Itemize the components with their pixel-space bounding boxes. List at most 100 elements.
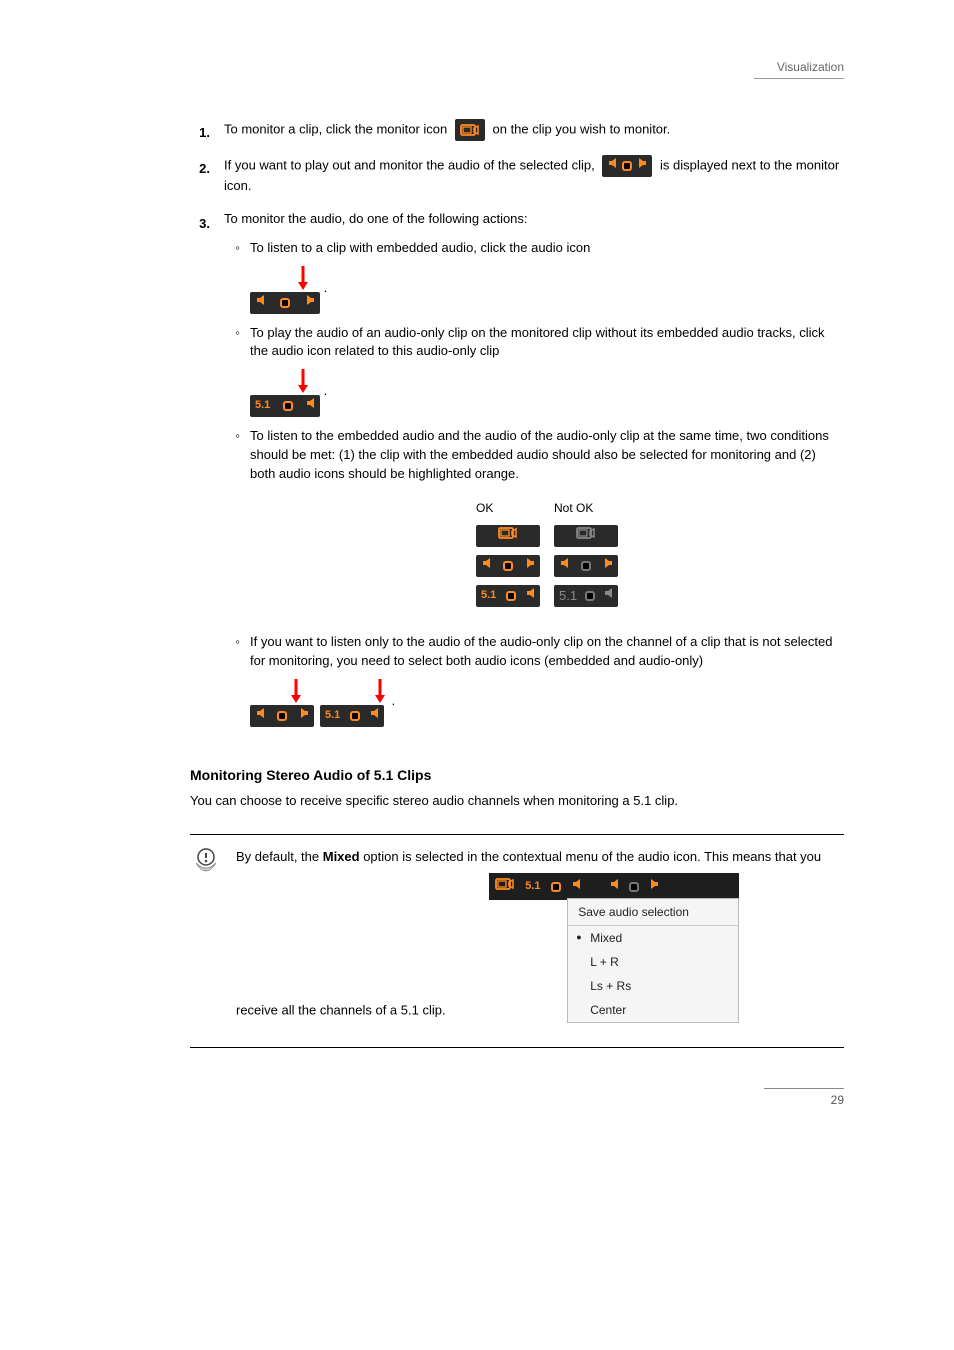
monitor-icon xyxy=(460,122,480,138)
step-3d-body: If you want to listen only to the audio … xyxy=(250,633,844,727)
context-menu-item-lr[interactable]: L + R xyxy=(568,950,738,974)
dot-icon xyxy=(503,561,513,571)
label-51: 5.1 xyxy=(255,398,270,414)
speaker-right-icon xyxy=(603,555,613,577)
step-3b-text-b: . xyxy=(324,383,328,398)
note-text-a: By default, the xyxy=(236,849,323,864)
step-3c-body: To listen to the embedded audio and the … xyxy=(250,427,844,623)
dot-icon xyxy=(551,882,561,892)
step-2-number: 2. xyxy=(190,155,210,176)
dot-icon xyxy=(585,591,595,601)
dot-icon xyxy=(277,711,287,721)
step-3d-text-b: . xyxy=(392,693,396,708)
step-3a-text-a: To listen to a clip with embedded audio,… xyxy=(250,240,590,255)
speaker-left-icon xyxy=(255,705,265,727)
speaker-left-icon xyxy=(255,292,265,314)
context-menu[interactable]: Save audio selection Mixed L + R Ls + Rs… xyxy=(567,898,739,1023)
audio-widget-3a xyxy=(250,292,320,314)
speaker-right-icon xyxy=(305,395,315,417)
label-51: 5.1 xyxy=(325,708,340,724)
panel-notok-monitor xyxy=(554,525,618,547)
speaker-left-icon xyxy=(607,155,617,176)
panel-notok-audio-embedded xyxy=(554,555,618,577)
red-arrow-icon xyxy=(288,677,304,705)
dot-icon xyxy=(629,882,639,892)
step-3-body: To monitor the audio, do one of the foll… xyxy=(224,210,844,737)
step-3c-text: To listen to the embedded audio and the … xyxy=(250,428,829,481)
dot-icon xyxy=(280,298,290,308)
section-para: You can choose to receive specific stere… xyxy=(190,791,844,811)
panel-ok-audio-51: 5.1 xyxy=(476,585,540,607)
note-text: By default, the Mixed option is selected… xyxy=(236,847,844,1033)
speaker-right-icon xyxy=(369,705,379,727)
context-menu-item-lsrs[interactable]: Ls + Rs xyxy=(568,974,738,998)
panel-ok-label: OK xyxy=(476,500,540,517)
speaker-right-icon xyxy=(299,705,309,727)
monitor-icon xyxy=(495,876,515,898)
section-heading: Monitoring Stereo Audio of 5.1 Clips xyxy=(190,767,844,783)
step-3d-text-a: If you want to listen only to the audio … xyxy=(250,634,832,668)
audio-widget-51-3d: 5.1 xyxy=(320,705,384,727)
speaker-left-icon xyxy=(481,555,491,577)
dot-icon xyxy=(581,561,591,571)
dot-icon xyxy=(506,591,516,601)
header-section-label: Visualization xyxy=(754,60,844,79)
step-3a-diagram xyxy=(250,264,320,314)
monitor-icon xyxy=(576,525,596,547)
ok-notok-panels: OK 5.1 xyxy=(250,500,844,607)
panel-ok-audio-embedded xyxy=(476,555,540,577)
speaker-right-icon xyxy=(525,555,535,577)
label-51: 5.1 xyxy=(481,588,496,604)
context-menu-item-mixed[interactable]: Mixed xyxy=(568,926,738,950)
dot-icon xyxy=(622,161,632,171)
step-3b: ◦ To play the audio of an audio-only cli… xyxy=(224,324,844,418)
speaker-right-icon xyxy=(305,292,315,314)
step-3b-body: To play the audio of an audio-only clip … xyxy=(250,324,844,418)
context-menu-bar: 5.1 xyxy=(489,873,739,901)
page: Visualization 1. To monitor a clip, clic… xyxy=(0,0,954,1147)
step-3d-diagram: 5.1 xyxy=(250,677,384,727)
dot-icon xyxy=(283,401,293,411)
step-3d: ◦ If you want to listen only to the audi… xyxy=(224,633,844,727)
step-3c-bullet: ◦ xyxy=(224,427,240,446)
panel-notok-label: Not OK xyxy=(554,500,618,517)
step-3b-bullet: ◦ xyxy=(224,324,240,343)
step-1-number: 1. xyxy=(190,119,210,140)
step-3a-text-b: . xyxy=(324,280,328,295)
step-3c: ◦ To listen to the embedded audio and th… xyxy=(224,427,844,623)
panel-ok: OK 5.1 xyxy=(476,500,540,607)
speaker-left-icon xyxy=(559,555,569,577)
audio-widget-embedded xyxy=(602,155,652,177)
note-box: By default, the Mixed option is selected… xyxy=(190,834,844,1048)
step-2-text-a: If you want to play out and monitor the … xyxy=(224,157,598,172)
speaker-right-icon xyxy=(637,155,647,176)
context-menu-screenshot: 5.1 Save audio selection Mixed L + R Ls … xyxy=(489,873,739,1024)
step-3b-text-a: To play the audio of an audio-only clip … xyxy=(250,325,825,359)
red-arrow-icon xyxy=(295,264,311,292)
step-3b-diagram: 5.1 xyxy=(250,367,320,417)
monitor-icon-widget xyxy=(455,119,485,141)
step-3d-bullet: ◦ xyxy=(224,633,240,652)
step-1-text-b: on the clip you wish to monitor. xyxy=(493,121,671,136)
step-3-text: To monitor the audio, do one of the foll… xyxy=(224,211,528,226)
note-bold: Mixed xyxy=(323,849,360,864)
speaker-left-icon xyxy=(609,876,619,898)
footer-page-number: 29 xyxy=(764,1088,844,1107)
step-3: 3. To monitor the audio, do one of the f… xyxy=(190,210,844,737)
step-1-body: To monitor a clip, click the monitor ico… xyxy=(224,119,844,141)
step-1-text-a: To monitor a clip, click the monitor ico… xyxy=(224,121,451,136)
panel-notok-audio-51: 5.1 xyxy=(554,585,618,607)
speaker-icon xyxy=(571,876,581,898)
panel-notok: Not OK 5.1 xyxy=(554,500,618,607)
step-3a: ◦ To listen to a clip with embedded audi… xyxy=(224,239,844,314)
step-2-body: If you want to play out and monitor the … xyxy=(224,155,844,196)
label-51: 5.1 xyxy=(559,587,577,606)
step-1: 1. To monitor a clip, click the monitor … xyxy=(190,119,844,141)
red-arrow-icon xyxy=(372,677,388,705)
context-menu-item-center[interactable]: Center xyxy=(568,998,738,1022)
step-3a-body: To listen to a clip with embedded audio,… xyxy=(250,239,844,314)
context-menu-title: Save audio selection xyxy=(568,899,738,926)
step-3-nested: ◦ To listen to a clip with embedded audi… xyxy=(224,239,844,727)
audio-widget-embedded-3d xyxy=(250,705,314,727)
step-3-number: 3. xyxy=(190,210,210,231)
